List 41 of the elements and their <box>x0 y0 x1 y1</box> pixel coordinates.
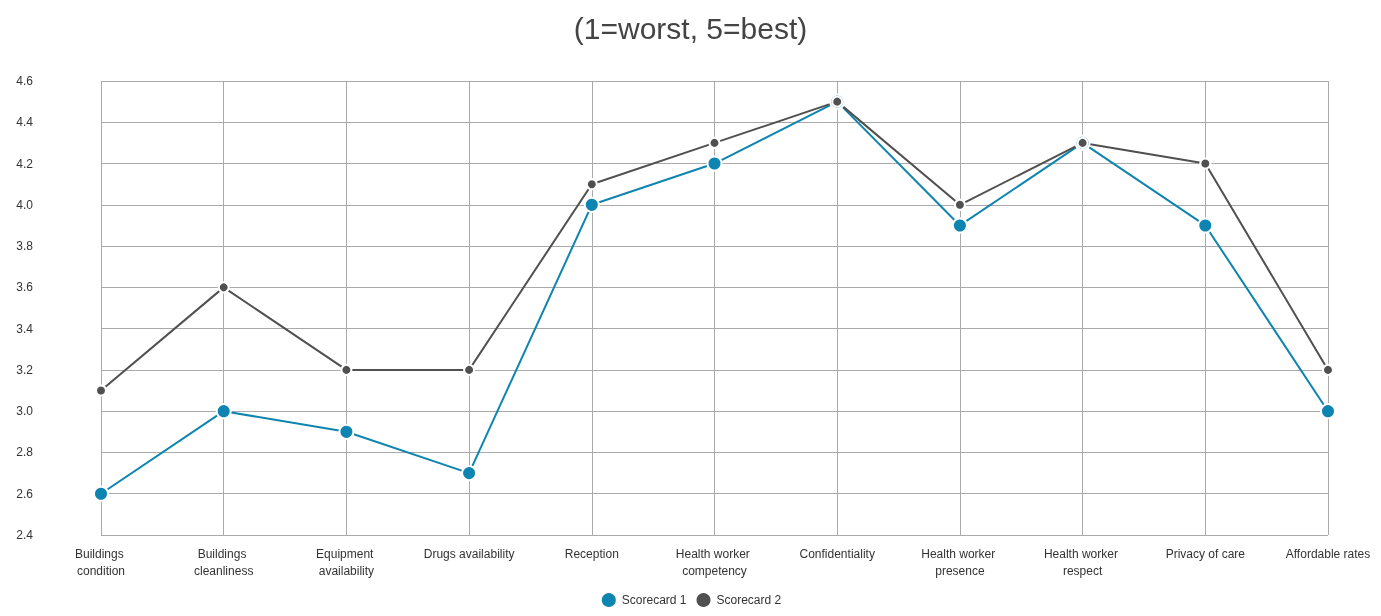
x-tick-label: Buildings condition <box>74 546 128 578</box>
x-tick-label: Confidentiality <box>799 546 875 561</box>
x-tick-label: Buildings cleanliness <box>194 546 254 578</box>
x-tick-label: Health worker respect <box>1043 546 1122 578</box>
x-tick-label: Privacy of care <box>1165 546 1246 561</box>
point <box>951 217 968 234</box>
point <box>217 281 230 294</box>
y-tick-label: 3.8 <box>16 239 34 254</box>
point <box>461 465 478 482</box>
y-tick-label: 3.0 <box>16 404 34 419</box>
x-tick-label: Reception <box>564 546 619 561</box>
x-tick-label: Health worker competency <box>675 546 754 578</box>
y-tick-label: 4.0 <box>16 197 34 212</box>
x-tick-label: Affordable rates <box>1285 546 1371 561</box>
y-tick-label: 3.2 <box>16 362 34 377</box>
point <box>215 403 232 420</box>
x-tick-label: Health worker presence <box>921 546 999 578</box>
chart-title: (1=worst, 5=best) <box>573 11 808 45</box>
x-tick-label: Equipment availability <box>316 546 377 578</box>
point <box>1320 403 1336 420</box>
y-tick-label: 2.4 <box>16 528 34 542</box>
y-tick-label: 4.2 <box>16 156 34 171</box>
y-tick-label: 4.6 <box>16 74 34 88</box>
point <box>706 155 723 172</box>
point <box>340 363 353 376</box>
legend-label: Scorecard 2 <box>716 593 782 607</box>
x-tick-label: Drugs availability <box>423 546 515 561</box>
point <box>338 423 355 440</box>
point <box>708 136 721 149</box>
point <box>93 485 109 502</box>
y-tick-label: 4.4 <box>16 115 34 130</box>
y-tick-label: 3.4 <box>16 321 34 336</box>
y-tick-label: 3.6 <box>16 280 34 295</box>
point <box>583 196 600 213</box>
y-tick-label: 2.6 <box>16 486 34 501</box>
point <box>1197 217 1214 234</box>
point <box>463 363 476 376</box>
point <box>953 198 966 211</box>
point <box>1199 157 1212 170</box>
y-tick-label: 2.8 <box>16 445 34 460</box>
legend-label: Scorecard 1 <box>621 593 687 607</box>
